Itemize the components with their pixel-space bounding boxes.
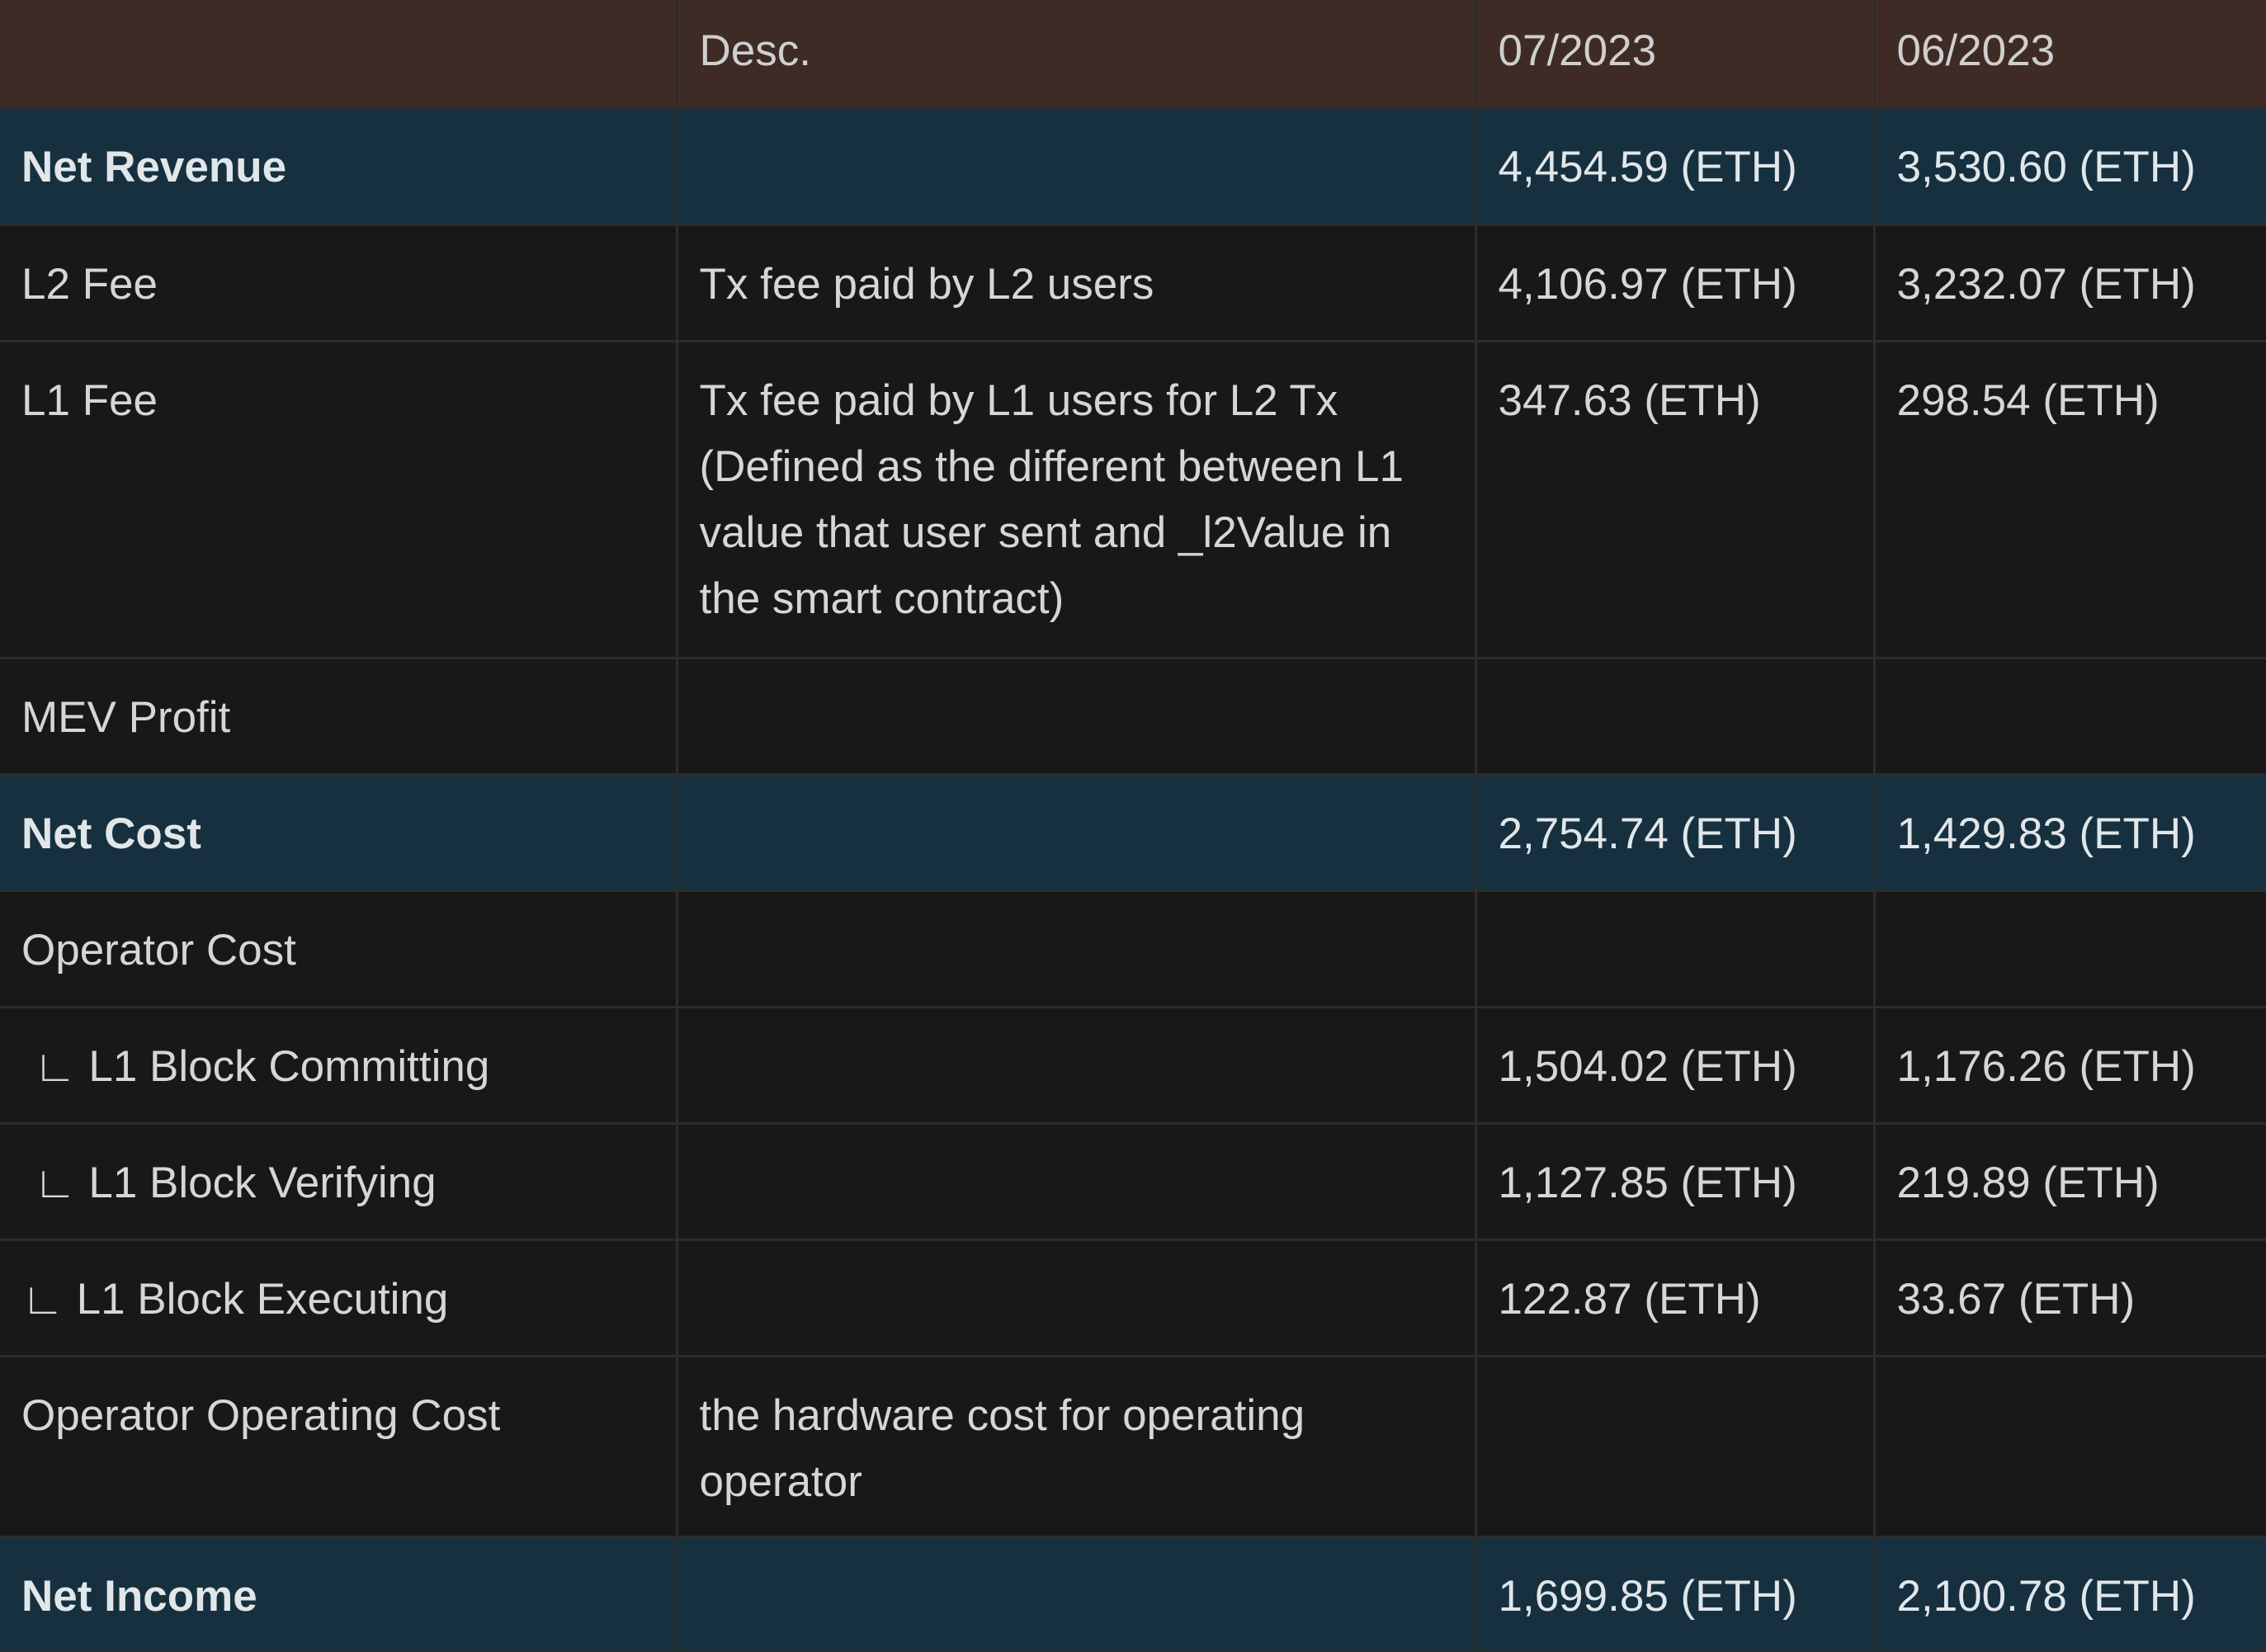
table-row: L1 Fee Tx fee paid by L1 users for L2 Tx … — [0, 339, 2266, 659]
table-row: MEV Profit — [0, 656, 2266, 776]
value-jul-2023 — [1474, 1354, 1876, 1538]
value-jun-2023: 2,100.78 (ETH) — [1872, 1535, 2266, 1652]
summary-row: Net Income 1,699.85 (ETH) 2,100.78 (ETH) — [0, 1535, 2266, 1652]
value-jul-2023: 1,699.85 (ETH) — [1474, 1535, 1876, 1652]
row-desc — [675, 1121, 1477, 1241]
table-row: ∟ L1 Block Committing 1,504.02 (ETH) 1,176… — [0, 1005, 2266, 1125]
row-desc: the hardware cost for operating operator — [675, 1354, 1477, 1538]
value-jun-2023: 219.89 (ETH) — [1872, 1121, 2266, 1241]
row-desc: Tx fee paid by L1 users for L2 Tx (Defin… — [675, 339, 1477, 659]
value-jun-2023 — [1872, 656, 2266, 776]
header-jun-2023: 06/2023 — [1872, 0, 2266, 109]
value-jul-2023: 4,106.97 (ETH) — [1474, 223, 1876, 342]
value-jun-2023: 3,232.07 (ETH) — [1872, 223, 2266, 342]
value-jul-2023: 347.63 (ETH) — [1474, 339, 1876, 659]
table-row: Operator Cost — [0, 889, 2266, 1008]
row-label: Operator Cost — [0, 889, 678, 1008]
value-jul-2023 — [1474, 889, 1876, 1008]
summary-row: Net Revenue 4,454.59 (ETH) 3,530.60 (ETH) — [0, 106, 2266, 226]
value-jun-2023 — [1872, 889, 2266, 1008]
row-desc: Tx fee paid by L2 users — [675, 223, 1477, 342]
row-label: ∟ L1 Block Executing — [0, 1238, 678, 1357]
row-desc — [675, 1535, 1477, 1652]
value-jul-2023: 1,127.85 (ETH) — [1474, 1121, 1876, 1241]
row-desc — [675, 772, 1477, 892]
row-label: Net Income — [0, 1535, 678, 1652]
value-jul-2023: 2,754.74 (ETH) — [1474, 772, 1876, 892]
row-label: Operator Operating Cost — [0, 1354, 678, 1538]
row-desc — [675, 656, 1477, 776]
value-jul-2023: 122.87 (ETH) — [1474, 1238, 1876, 1357]
header-jul-2023: 07/2023 — [1474, 0, 1876, 109]
table-row: ∟ L1 Block Executing 122.87 (ETH) 33.67 (E… — [0, 1238, 2266, 1357]
table-row: Operator Operating Cost the hardware cost… — [0, 1354, 2266, 1538]
value-jun-2023: 33.67 (ETH) — [1872, 1238, 2266, 1357]
summary-row: Net Cost 2,754.74 (ETH) 1,429.83 (ETH) — [0, 772, 2266, 892]
value-jun-2023: 1,429.83 (ETH) — [1872, 772, 2266, 892]
value-jun-2023: 1,176.26 (ETH) — [1872, 1005, 2266, 1125]
row-desc — [675, 1238, 1477, 1357]
value-jun-2023 — [1872, 1354, 2266, 1538]
table-row: ∟ L1 Block Verifying 1,127.85 (ETH) 219.89… — [0, 1121, 2266, 1241]
header-row: Desc. 07/2023 06/2023 — [0, 0, 2266, 109]
row-label: Net Revenue — [0, 106, 678, 226]
row-label: ∟ L1 Block Committing — [0, 1005, 678, 1125]
row-label: MEV Profit — [0, 656, 678, 776]
row-label: ∟ L1 Block Verifying — [0, 1121, 678, 1241]
row-desc — [675, 1005, 1477, 1125]
value-jul-2023: 1,504.02 (ETH) — [1474, 1005, 1876, 1125]
row-label: L2 Fee — [0, 223, 678, 342]
value-jul-2023 — [1474, 656, 1876, 776]
row-desc — [675, 106, 1477, 226]
header-desc: Desc. — [675, 0, 1477, 109]
row-desc — [675, 889, 1477, 1008]
row-label: L1 Fee — [0, 339, 678, 659]
value-jun-2023: 3,530.60 (ETH) — [1872, 106, 2266, 226]
row-label: Net Cost — [0, 772, 678, 892]
value-jul-2023: 4,454.59 (ETH) — [1474, 106, 1876, 226]
header-label — [0, 0, 678, 109]
value-jun-2023: 298.54 (ETH) — [1872, 339, 2266, 659]
table-row: L2 Fee Tx fee paid by L2 users 4,106.97 (E… — [0, 223, 2266, 342]
